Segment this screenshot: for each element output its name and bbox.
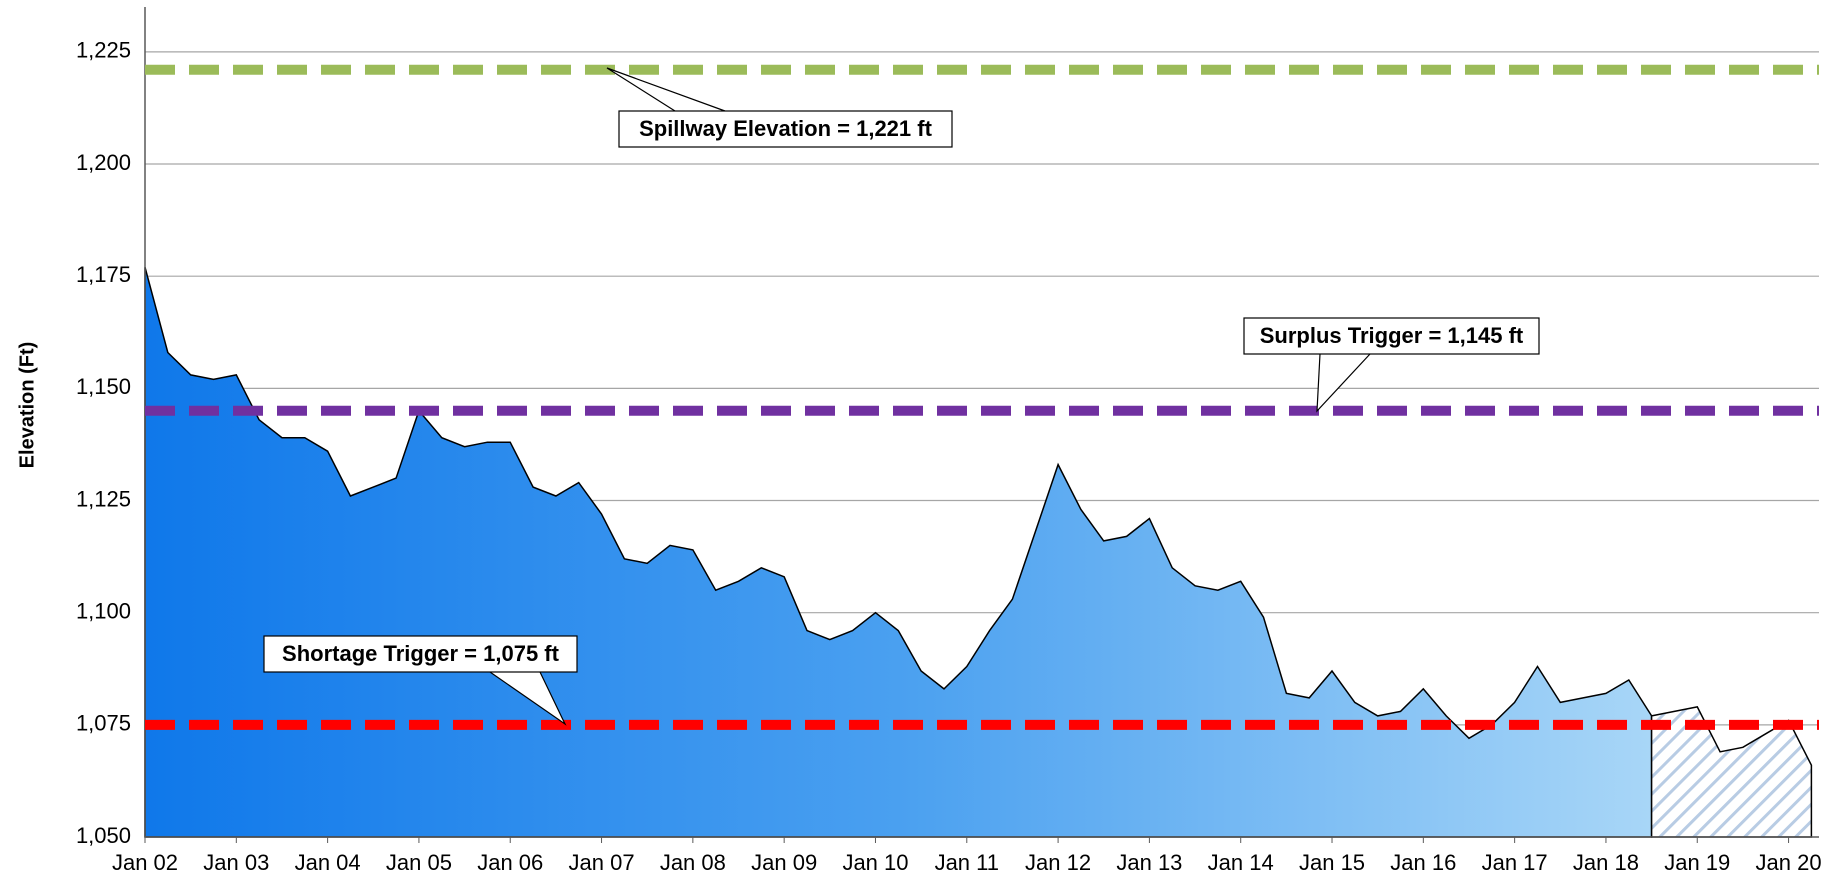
y-tick-label: 1,225 [76, 38, 131, 63]
y-tick-label: 1,125 [76, 486, 131, 511]
reference-label: Spillway Elevation = 1,221 ft [639, 116, 933, 141]
reference-label: Surplus Trigger = 1,145 ft [1260, 323, 1524, 348]
x-tick-label: Jan 04 [295, 850, 361, 875]
x-tick-label: Jan 14 [1208, 850, 1274, 875]
x-tick-label: Jan 15 [1299, 850, 1365, 875]
x-tick-label: Jan 02 [112, 850, 178, 875]
x-tick-label: Jan 19 [1664, 850, 1730, 875]
x-tick-label: Jan 11 [935, 850, 999, 875]
x-tick-label: Jan 10 [842, 850, 908, 875]
y-tick-label: 1,075 [76, 711, 131, 736]
y-axis-label: Elevation (Ft) [16, 342, 38, 469]
y-tick-label: 1,150 [76, 374, 131, 399]
callout-pointer [606, 67, 726, 112]
y-tick-label: 1,100 [76, 598, 131, 623]
callout-box [263, 635, 578, 673]
callout-pointer [489, 671, 567, 726]
y-tick-label: 1,175 [76, 262, 131, 287]
y-tick-label: 1,050 [76, 823, 131, 848]
x-tick-label: Jan 09 [751, 850, 817, 875]
x-tick-label: Jan 07 [569, 850, 635, 875]
x-tick-label: Jan 12 [1025, 850, 1091, 875]
callout-box [1243, 317, 1540, 355]
x-tick-label: Jan 13 [1116, 850, 1182, 875]
x-tick-label: Jan 05 [386, 850, 452, 875]
callout-box [618, 110, 953, 148]
x-tick-label: Jan 17 [1482, 850, 1548, 875]
y-tick-label: 1,200 [76, 150, 131, 175]
x-tick-label: Jan 08 [660, 850, 726, 875]
reference-label: Shortage Trigger = 1,075 ft [282, 641, 560, 666]
x-tick-label: Jan 03 [203, 850, 269, 875]
x-tick-label: Jan 06 [477, 850, 543, 875]
x-tick-label: Jan 18 [1573, 850, 1639, 875]
x-tick-label: Jan 20 [1756, 850, 1822, 875]
x-tick-label: Jan 16 [1390, 850, 1456, 875]
callout-pointer [1316, 353, 1371, 413]
